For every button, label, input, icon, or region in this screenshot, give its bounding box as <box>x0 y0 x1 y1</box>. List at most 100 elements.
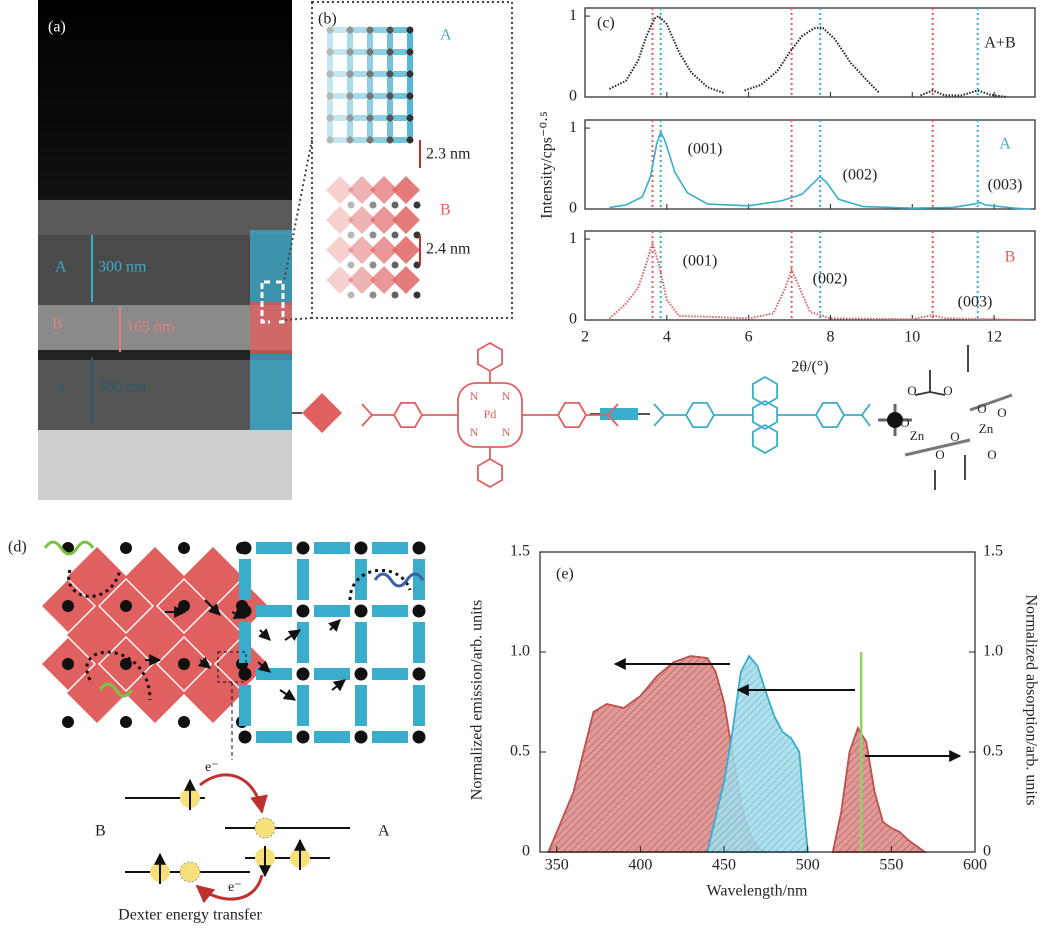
y-tick-label: 1 <box>569 230 577 247</box>
decoration <box>407 77 413 93</box>
decoration <box>367 49 374 56</box>
decoration <box>413 542 426 555</box>
decoration <box>558 403 586 427</box>
layer-thickness: 165 nm <box>126 319 175 336</box>
decoration <box>353 71 367 77</box>
x-tick-label: 550 <box>879 857 903 874</box>
y-tick-label: 0 <box>569 200 577 217</box>
decoration <box>362 404 372 415</box>
decoration <box>327 71 334 78</box>
decoration <box>367 99 373 115</box>
decoration <box>297 668 310 681</box>
decoration <box>178 542 190 554</box>
tem-image <box>38 0 292 500</box>
x-tick-label: 500 <box>796 857 820 874</box>
x-tick-label: 450 <box>712 857 736 874</box>
decoration <box>347 71 354 78</box>
decoration <box>392 292 399 299</box>
lattice-spacing: 2.4 nm <box>426 241 471 258</box>
decoration <box>355 605 368 618</box>
decoration <box>367 93 374 100</box>
atom-label: O <box>935 447 944 462</box>
decoration <box>256 731 292 743</box>
decoration <box>414 292 421 299</box>
decoration <box>347 137 354 144</box>
decoration <box>120 600 132 612</box>
decoration <box>62 716 74 728</box>
decoration <box>239 685 251 726</box>
decoration <box>394 403 422 427</box>
decoration <box>297 622 309 663</box>
decoration <box>367 33 373 49</box>
decoration <box>347 27 354 34</box>
decoration <box>297 605 310 618</box>
annotation: (001) <box>683 253 718 270</box>
atom-label: O <box>950 429 959 444</box>
decoration <box>314 668 350 680</box>
y-axis-label: Normalized emission/arb. units <box>469 600 486 800</box>
decoration <box>256 542 292 554</box>
decoration <box>392 266 420 294</box>
decoration <box>413 605 426 618</box>
decoration <box>353 93 367 99</box>
decoration <box>407 93 414 100</box>
lattice-illustration <box>326 27 421 299</box>
y2-axis-label: Normalized absorption/arb. units <box>1022 594 1039 805</box>
lattice-spacing: 2.3 nm <box>426 146 471 163</box>
decoration <box>353 49 367 55</box>
caption: Dexter energy transfer <box>118 907 262 924</box>
decoration <box>915 392 930 395</box>
decoration <box>297 542 310 555</box>
decoration <box>387 49 394 56</box>
decoration <box>392 176 420 204</box>
decoration <box>407 33 413 49</box>
decoration <box>178 600 190 612</box>
x-axis-label: Wavelength/nm <box>707 883 808 900</box>
decoration <box>333 137 347 143</box>
decoration <box>355 542 368 555</box>
decoration <box>260 630 270 640</box>
atom-label: N <box>502 389 511 403</box>
decoration <box>367 137 374 144</box>
decoration <box>373 27 387 33</box>
y-tick-label: 0 <box>569 311 577 328</box>
decoration <box>387 71 394 78</box>
decoration <box>413 622 425 663</box>
decoration <box>327 77 333 93</box>
panel-label: (a) <box>48 19 66 36</box>
decoration <box>372 668 408 680</box>
decoration <box>407 121 413 137</box>
decoration <box>367 115 374 122</box>
lattice-name: B <box>440 202 451 219</box>
decoration <box>62 600 74 612</box>
decoration <box>256 605 292 617</box>
decoration <box>333 71 347 77</box>
decoration <box>413 685 425 726</box>
decoration <box>367 55 373 71</box>
layer-thickness: 300 nm <box>98 379 147 396</box>
decoration <box>348 232 355 239</box>
decoration <box>367 77 373 93</box>
decoration <box>355 731 368 744</box>
annotation: (002) <box>813 271 848 288</box>
decoration <box>327 33 333 49</box>
decoration <box>362 415 372 426</box>
decoration <box>297 559 309 600</box>
spectrum-area <box>833 728 925 852</box>
decoration <box>348 292 355 299</box>
decoration <box>413 731 426 744</box>
decoration <box>393 115 407 121</box>
decoration <box>347 93 354 100</box>
x-tick-label: 6 <box>745 329 753 346</box>
decoration <box>327 121 333 137</box>
decoration <box>387 137 394 144</box>
y-tick-label: 1.0 <box>510 643 530 660</box>
decoration <box>478 343 502 371</box>
y2-tick-label: 1.0 <box>983 643 1003 660</box>
decoration <box>327 49 334 56</box>
decoration <box>62 658 74 670</box>
decoration <box>862 415 870 426</box>
decoration <box>387 27 394 34</box>
x-tick-label: 2 <box>581 329 589 346</box>
panel-label: (d) <box>8 539 27 556</box>
